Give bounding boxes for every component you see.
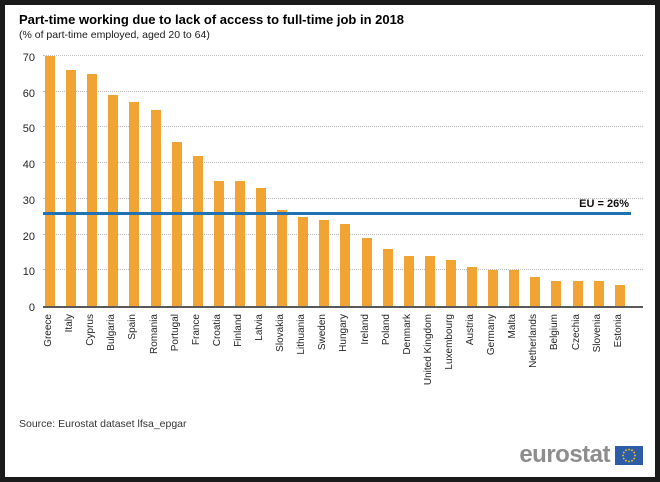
bar-luxembourg xyxy=(445,259,456,306)
y-tick-label-30: 30 xyxy=(22,194,35,207)
x-label-malta: Malta xyxy=(507,314,519,339)
y-tick-label-10: 10 xyxy=(22,266,35,279)
x-label-netherlands: Netherlands xyxy=(528,314,540,368)
gridline-70 xyxy=(43,55,643,56)
x-label-ireland: Ireland xyxy=(359,314,371,345)
bar-slovakia xyxy=(277,209,288,306)
x-label-united-kingdom: United Kingdom xyxy=(422,314,434,386)
bar-estonia xyxy=(614,284,625,306)
x-label-greece: Greece xyxy=(43,314,54,347)
x-label-italy: Italy xyxy=(64,314,76,333)
x-label-slovakia: Slovakia xyxy=(275,314,287,352)
bar-czechia xyxy=(572,281,583,306)
y-axis: 0 10 20 30 40 50 60 70 xyxy=(5,52,39,314)
x-label-czechia: Czechia xyxy=(570,314,582,351)
bar-united-kingdom xyxy=(424,256,435,306)
chart-subtitle: (% of part-time employed, aged 20 to 64) xyxy=(19,29,210,41)
eu-average-label: EU = 26% xyxy=(579,198,629,211)
bar-sweden xyxy=(319,220,330,306)
bar-slovenia xyxy=(593,281,604,306)
x-label-germany: Germany xyxy=(486,314,498,356)
bar-romania xyxy=(150,109,161,306)
bar-italy xyxy=(66,70,77,306)
x-label-estonia: Estonia xyxy=(612,314,624,348)
source-note: Source: Eurostat dataset lfsa_epgar xyxy=(19,418,187,430)
x-label-belgium: Belgium xyxy=(549,314,561,351)
x-label-finland: Finland xyxy=(232,314,244,347)
bar-austria xyxy=(467,266,477,306)
gridline-40 xyxy=(43,162,643,164)
y-tick-label-40: 40 xyxy=(22,159,35,172)
x-label-cyprus: Cyprus xyxy=(85,314,97,346)
x-label-portugal: Portugal xyxy=(169,314,181,352)
bar-netherlands xyxy=(530,277,541,306)
y-tick-label-0: 0 xyxy=(28,302,35,314)
x-axis-labels: Greece Italy Cyprus Bulgaria Spain Romania Por… xyxy=(43,312,643,414)
bar-france xyxy=(192,156,203,306)
bar-ireland xyxy=(361,238,372,306)
bar-finland xyxy=(234,181,245,306)
bar-croatia xyxy=(213,181,224,306)
y-tick-label-20: 20 xyxy=(22,230,35,243)
x-label-luxembourg: Luxembourg xyxy=(443,314,455,370)
bar-belgium xyxy=(551,281,562,306)
x-label-bulgaria: Bulgaria xyxy=(106,314,118,351)
bar-bulgaria xyxy=(108,95,119,306)
eu-average-line xyxy=(43,211,631,215)
x-label-romania: Romania xyxy=(148,314,160,355)
x-label-slovenia: Slovenia xyxy=(591,314,603,353)
x-label-lithuania: Lithuania xyxy=(296,314,308,355)
bar-hungary xyxy=(340,223,351,306)
y-tick-label-70: 70 xyxy=(22,52,35,64)
eu-flag-icon xyxy=(615,445,643,465)
chart-title: Part-time working due to lack of access … xyxy=(19,12,405,27)
y-tick-label-60: 60 xyxy=(22,87,35,100)
bar-poland xyxy=(382,248,393,306)
bar-denmark xyxy=(403,256,414,306)
bar-greece xyxy=(45,56,55,306)
x-label-sweden: Sweden xyxy=(317,314,329,351)
x-label-croatia: Croatia xyxy=(211,314,223,347)
x-label-denmark: Denmark xyxy=(401,314,413,355)
x-label-latvia: Latvia xyxy=(254,314,265,341)
y-tick-label-50: 50 xyxy=(22,123,35,136)
plot-area: EU = 26% xyxy=(43,55,643,308)
bar-lithuania xyxy=(298,216,309,306)
bar-germany xyxy=(488,270,499,306)
bar-spain xyxy=(129,102,140,306)
gridline-30 xyxy=(43,197,643,199)
bar-latvia xyxy=(256,188,266,306)
gridline-60 xyxy=(43,90,643,92)
bar-portugal xyxy=(171,141,182,306)
x-label-austria: Austria xyxy=(465,314,476,346)
x-label-poland: Poland xyxy=(380,314,392,346)
eurostat-logo: eurostat xyxy=(519,443,643,467)
bar-cyprus xyxy=(87,73,98,306)
bar-malta xyxy=(509,270,520,306)
eurostat-logo-text: eurostat xyxy=(519,441,610,468)
gridline-50 xyxy=(43,126,643,128)
x-label-hungary: Hungary xyxy=(338,314,350,352)
x-label-france: France xyxy=(190,314,202,346)
x-label-spain: Spain xyxy=(127,314,139,340)
